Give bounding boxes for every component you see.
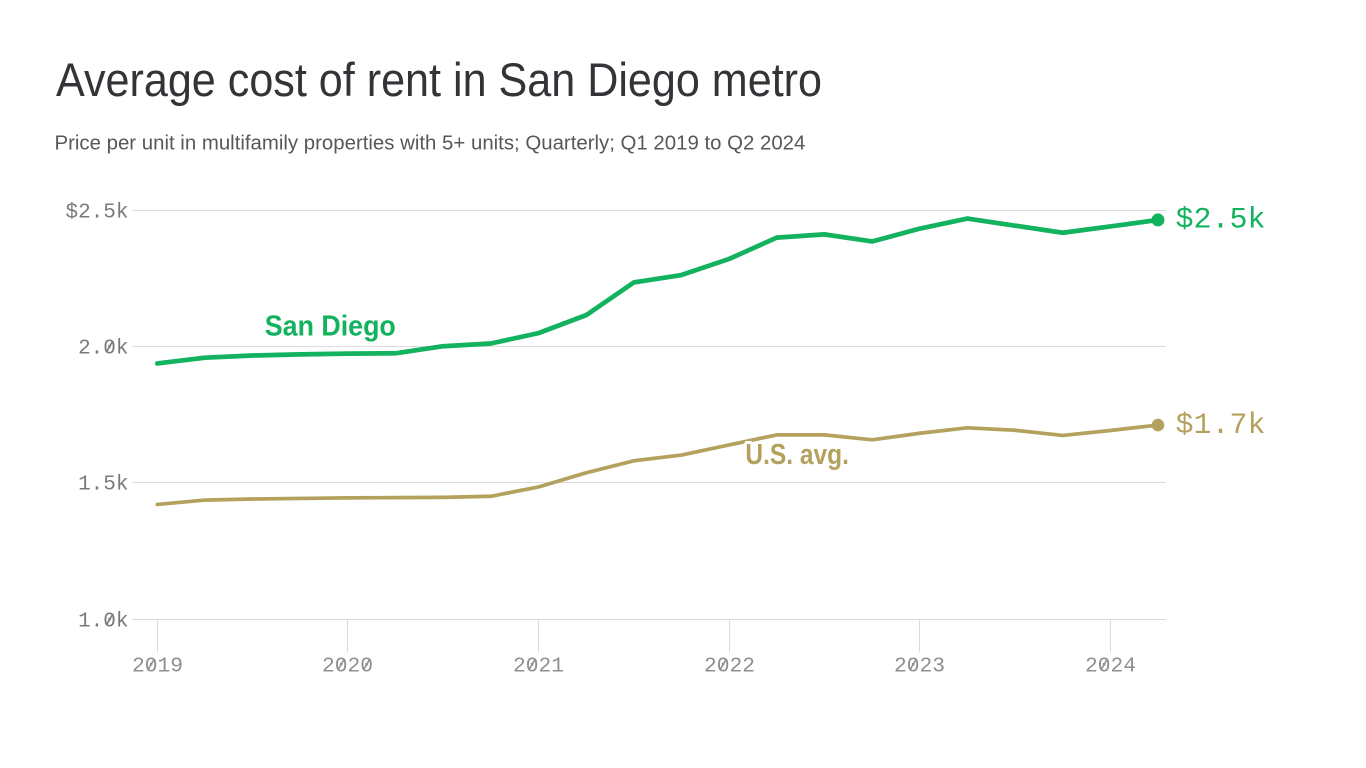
svg-text:2019: 2019 [132, 655, 183, 679]
svg-text:$2.5k: $2.5k [65, 202, 128, 225]
svg-text:San Diego: San Diego [265, 311, 396, 343]
svg-text:2023: 2023 [894, 655, 945, 679]
svg-text:2021: 2021 [513, 655, 564, 679]
svg-text:2022: 2022 [704, 655, 755, 679]
svg-text:Price per unit in multifamily: Price per unit in multifamily properties… [55, 133, 806, 155]
svg-text:1.5k: 1.5k [78, 474, 128, 497]
svg-text:2.0k: 2.0k [78, 338, 128, 361]
svg-text:1.0k: 1.0k [78, 611, 128, 634]
svg-text:2024: 2024 [1085, 655, 1136, 679]
svg-text:Average cost of rent in San Di: Average cost of rent in San Diego metro [56, 54, 822, 107]
svg-text:$2.5k: $2.5k [1176, 204, 1266, 238]
svg-text:U.S. avg.: U.S. avg. [745, 439, 849, 471]
svg-text:$1.7k: $1.7k [1176, 409, 1266, 443]
